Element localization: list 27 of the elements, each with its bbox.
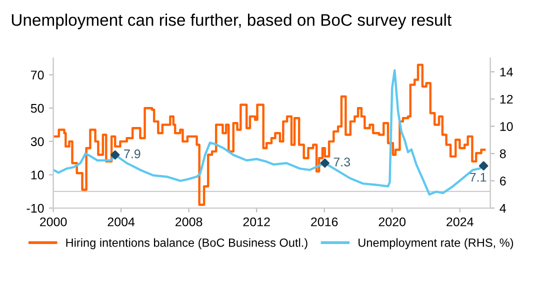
y2-tick-label: 6 (500, 176, 506, 186)
y-tick-label: 10 (31, 170, 44, 180)
y2-tick-label: 12 (500, 94, 513, 104)
data-label: 7.1 (470, 172, 486, 182)
y-tick-label: -10 (26, 204, 44, 213)
y2-tick-label: 10 (500, 122, 513, 131)
x-tick-label: 2000 (40, 217, 67, 226)
x-tick-label: 2020 (378, 217, 406, 226)
y2-tick-label: 14 (500, 68, 513, 76)
point (478, 161, 488, 170)
point (110, 150, 120, 160)
chart-title: Unemployment can rise further, based on BoC survey result (12, 14, 452, 30)
y2-tick-label: 8 (500, 149, 506, 158)
x-tick-label: 2008 (176, 217, 202, 226)
x-tick-label: 2016 (311, 217, 338, 226)
y-tick-label: 50 (30, 104, 44, 113)
legend-label: Hiring intentions balance (BoC Business Outl.) (66, 238, 308, 250)
x-tick-label: 2004 (108, 217, 135, 226)
y-tick-label: 30 (30, 137, 44, 146)
y2-tick-label: 4 (500, 204, 506, 213)
point (320, 158, 330, 168)
data-label: 7.3 (334, 158, 350, 166)
x-tick-label: 2024 (446, 217, 474, 226)
y-tick-label: 70 (31, 70, 44, 80)
data-label: 7.9 (124, 149, 140, 158)
legend-label: Unemployment rate (RHS, %) (358, 238, 514, 250)
x-tick-label: 2012 (243, 217, 270, 226)
